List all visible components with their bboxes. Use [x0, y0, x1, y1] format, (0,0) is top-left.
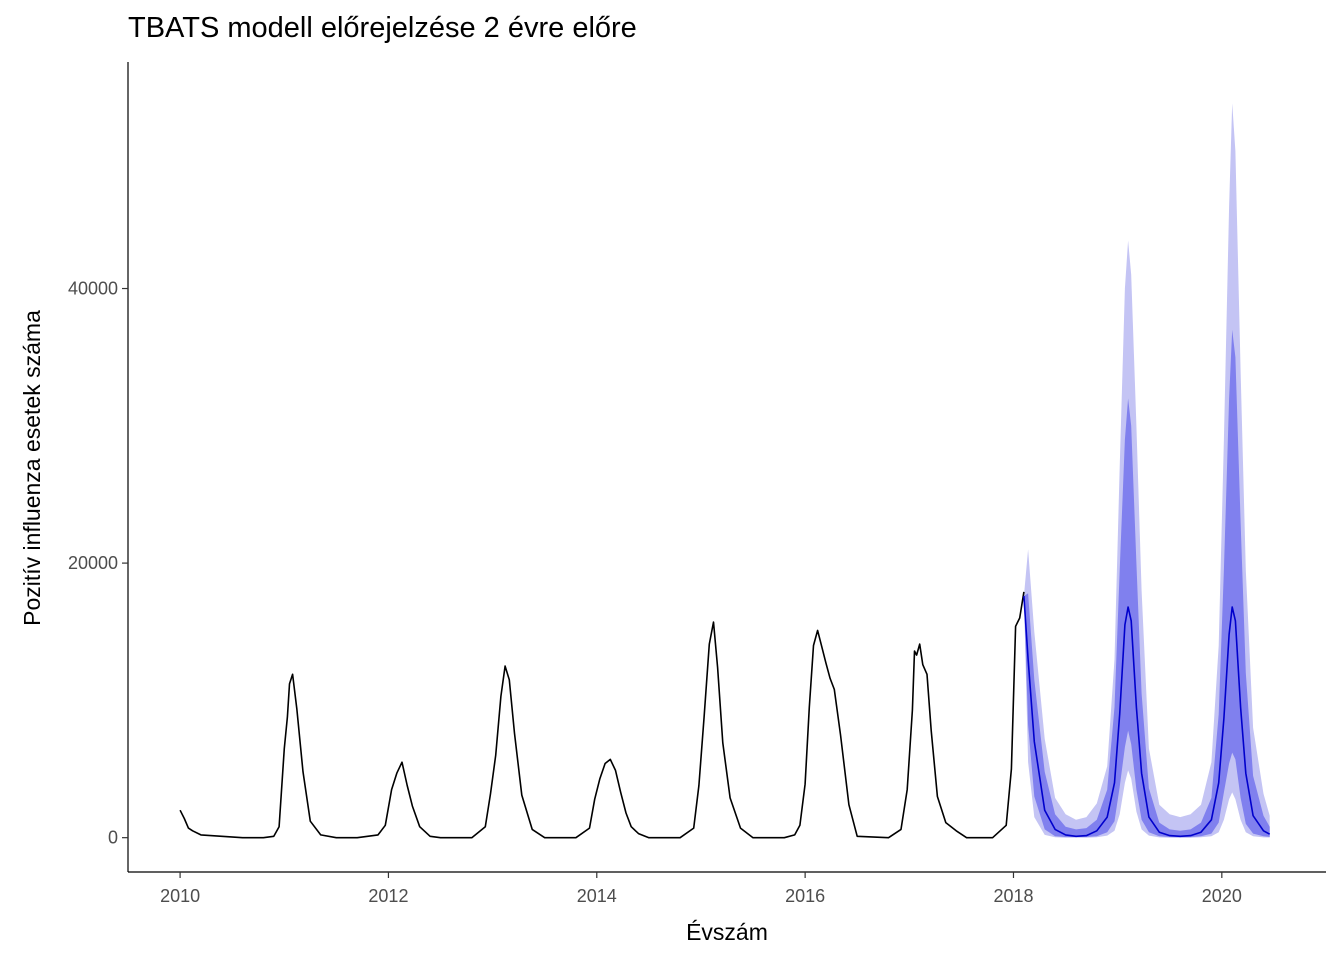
tick-labels: 2010 2012 2014 2016 2018 2020 0 20000 40000 — [68, 279, 1242, 906]
x-tick-label: 2010 — [160, 886, 200, 906]
x-tick-label: 2020 — [1202, 886, 1242, 906]
axes — [122, 62, 1326, 878]
x-tick-label: 2016 — [785, 886, 825, 906]
forecast-mean-line — [1023, 596, 1271, 838]
x-tick-label: 2018 — [993, 886, 1033, 906]
prediction-band-80 — [1023, 329, 1270, 838]
y-tick-label: 20000 — [68, 553, 118, 573]
x-axis-title: Évszám — [686, 919, 768, 945]
y-tick-label: 0 — [108, 828, 118, 848]
forecast-bands — [1023, 103, 1270, 838]
y-axis-title: Pozitív influenza esetek száma — [19, 310, 45, 626]
x-tick-label: 2012 — [368, 886, 408, 906]
x-tick-label: 2014 — [577, 886, 617, 906]
observed-series-line — [179, 591, 1025, 839]
series-lines — [179, 591, 1271, 839]
chart-title: TBATS modell előrejelzése 2 évre előre — [128, 12, 637, 44]
y-tick-label: 40000 — [68, 279, 118, 299]
